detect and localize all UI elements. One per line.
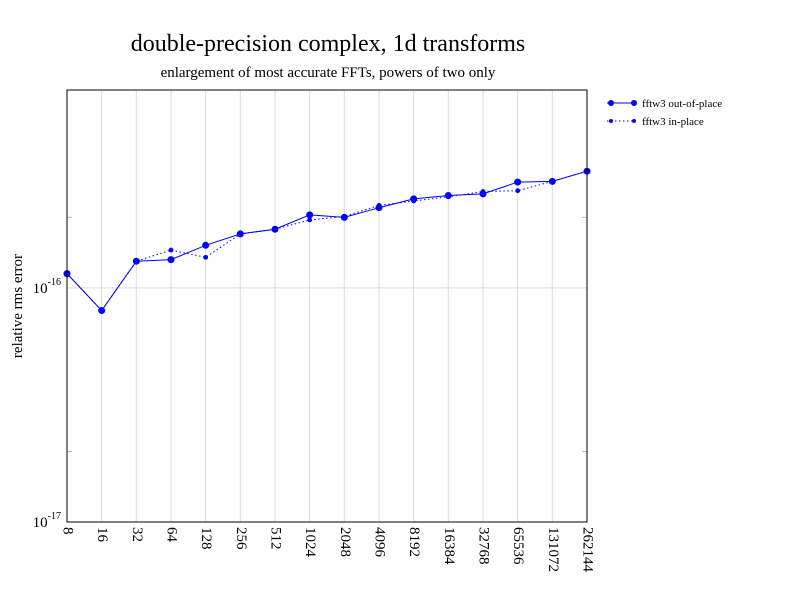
data-point-in-place <box>237 231 243 237</box>
legend-label: fftw3 out-of-place <box>642 98 722 110</box>
data-point-in-place <box>515 188 521 194</box>
x-tick-label: 64 <box>164 527 180 543</box>
x-tick-label: 32768 <box>476 527 492 565</box>
x-tick-label: 65536 <box>510 527 526 565</box>
x-tick-label: 1024 <box>302 527 318 558</box>
data-point-in-place <box>307 217 313 223</box>
data-point-out-of-place <box>306 211 314 219</box>
data-point-in-place <box>411 198 417 204</box>
data-point-out-of-place <box>514 178 522 186</box>
data-point-in-place <box>341 213 347 219</box>
x-tick-label: 256 <box>233 527 249 550</box>
legend: fftw3 out-of-place fftw3 in-place <box>607 98 722 128</box>
x-tick-label: 32 <box>129 527 145 542</box>
data-point-in-place <box>376 203 382 208</box>
data-point-in-place <box>549 178 555 184</box>
y-tick-label: 10-16 <box>33 277 61 297</box>
x-axis-ticks: 8 16 32 64 128 256 512 1024 2048 4096 8192 16384 327… <box>60 527 596 573</box>
x-tick-label: 8 <box>60 527 76 535</box>
data-point-in-place <box>272 226 278 232</box>
chart-title: double-precision complex, 1d transforms <box>131 31 526 57</box>
chart-subtitle: enlargement of most accurate FFTs, power… <box>161 65 496 81</box>
grid-lines <box>67 90 587 522</box>
y-axis-label: relative rms error <box>10 254 26 358</box>
data-point-in-place <box>133 258 139 264</box>
data-point-in-place <box>203 254 209 260</box>
series-line-in-place <box>66 170 588 312</box>
series-line-out-of-place <box>66 170 588 312</box>
legend-marker <box>608 100 614 106</box>
y-tick-label: 10-17 <box>33 511 61 531</box>
x-tick-label: 512 <box>268 527 284 550</box>
x-tick-label: 16384 <box>441 527 457 565</box>
data-point-in-place <box>480 189 486 194</box>
legend-marker <box>609 119 613 123</box>
x-tick-label: 131072 <box>545 527 561 572</box>
data-point-in-place <box>99 308 105 313</box>
x-tick-label: 128 <box>198 527 214 550</box>
x-tick-label: 16 <box>94 527 110 543</box>
x-tick-label: 8192 <box>406 527 422 557</box>
legend-marker <box>632 119 636 123</box>
legend-marker <box>631 100 637 106</box>
plot-frame <box>66 89 588 523</box>
series-layer <box>63 167 591 315</box>
x-tick-label: 2048 <box>337 527 353 557</box>
data-point-in-place <box>445 194 451 200</box>
x-tick-label: 262144 <box>580 527 596 573</box>
data-point-out-of-place <box>167 256 175 264</box>
x-tick-label: 4096 <box>372 527 388 558</box>
data-point-in-place <box>168 247 174 253</box>
legend-label: fftw3 in-place <box>642 116 704 128</box>
y-axis-ticks: 10-16 10-17 <box>33 277 61 531</box>
data-point-out-of-place <box>202 241 210 249</box>
